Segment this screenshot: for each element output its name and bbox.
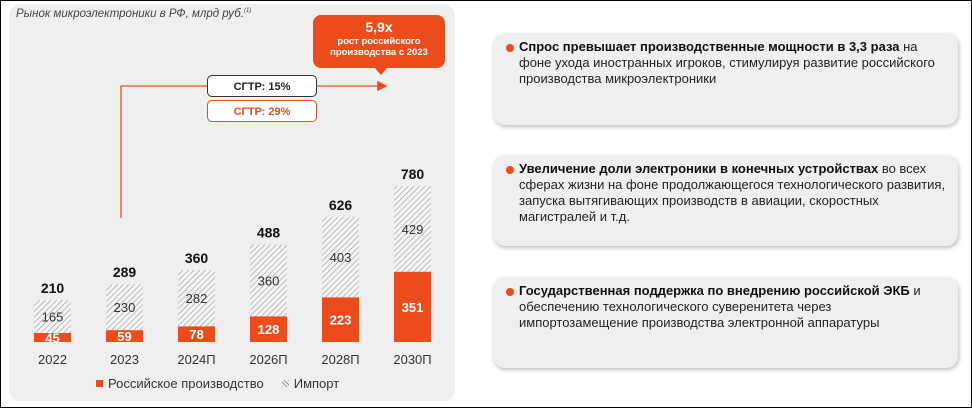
bar-russian-2024П [178,326,215,342]
label-russian-2024П: 78 [189,327,203,342]
growth-callout: 5,9x рост российского производства с 202… [313,15,445,68]
info-card-demand: Спрос превышает производственные мощност… [493,33,958,125]
bar-import-2028П [322,216,359,298]
label-russian-2026П: 128 [258,322,280,337]
label-russian-2028П: 223 [330,313,352,328]
cagr-total-box: СГТР: 15% [207,75,317,97]
label-total-2024П: 360 [185,250,209,266]
info-card-electronics-share: Увеличение доли электроники в конечных у… [493,155,958,246]
card-text: Спрос превышает производственные мощност… [519,39,949,87]
card-text: Увеличение доли электроники в конечных у… [519,161,949,225]
x-tick-2024П: 2024П [177,352,215,367]
label-total-2028П: 626 [329,197,353,213]
legend-import-swatch [281,380,289,387]
x-tick-2030П: 2030П [393,352,431,367]
chart-title: Рынок микроэлектроники в РФ, млрд руб.(1… [16,8,251,20]
info-card-state-support: Государственная поддержка по внедрению р… [493,277,958,368]
bar-import-2024П [178,270,215,327]
x-tick-2028П: 2028П [321,352,359,367]
bar-import-2026П [250,244,287,317]
label-russian-2022: 45 [45,331,59,346]
bar-import-2022 [34,300,71,333]
label-total-2026П: 488 [257,224,281,240]
legend-russian-swatch [96,380,103,387]
label-total-2030П: 780 [401,166,425,182]
label-russian-2030П: 351 [402,300,424,315]
bar-russian-2022 [34,333,71,342]
bullet-icon [506,166,514,174]
card-body-text: во всех сферах жизни на фоне продолжающе… [519,161,946,224]
callout-value: 5,9x [365,19,393,35]
callout-tail [374,67,388,75]
bar-russian-2023 [106,330,143,342]
label-import-2023: 230 [114,300,136,315]
card-bold-text: Увеличение доли электроники в конечных у… [519,161,879,176]
bar-russian-2028П [322,297,359,342]
legend-russian-label: Российское производство [108,376,264,391]
bar-import-2023 [106,284,143,331]
label-import-2026П: 360 [258,273,280,288]
card-bold-text: Спрос превышает производственные мощност… [519,39,900,54]
card-bold-text: Государственная поддержка по внедрению р… [519,283,910,298]
bullet-icon [506,288,514,296]
x-tick-2022: 2022 [38,352,67,367]
legend-import-label: Импорт [293,376,340,391]
card-body-text: и обеспечению технологического суверенит… [519,283,921,330]
label-import-2030П: 429 [402,222,424,237]
cagr-russian-box: СГТР: 29% [207,100,317,122]
label-total-2023: 289 [113,264,137,280]
label-import-2022: 165 [42,310,64,325]
card-body-text: на фоне ухода иностранных игроков, стиму… [519,39,935,86]
x-tick-2026П: 2026П [249,352,287,367]
chart-legend: Российское производство Импорт [96,376,339,391]
label-russian-2023: 59 [117,329,131,344]
x-tick-2023: 2023 [110,352,139,367]
label-import-2028П: 403 [330,250,352,265]
label-total-2022: 210 [41,280,65,296]
callout-text: рост российского производства с 2023 [330,36,428,58]
bar-russian-2026П [250,316,287,342]
bar-russian-2030П [394,271,431,342]
bar-import-2030П [394,186,431,272]
chart-title-text: Рынок микроэлектроники в РФ, млрд руб. [16,8,244,20]
bullet-icon [506,44,514,52]
card-text: Государственная поддержка по внедрению р… [519,283,949,331]
label-import-2024П: 282 [186,291,208,306]
chart-title-footnote: (1) [243,8,252,15]
